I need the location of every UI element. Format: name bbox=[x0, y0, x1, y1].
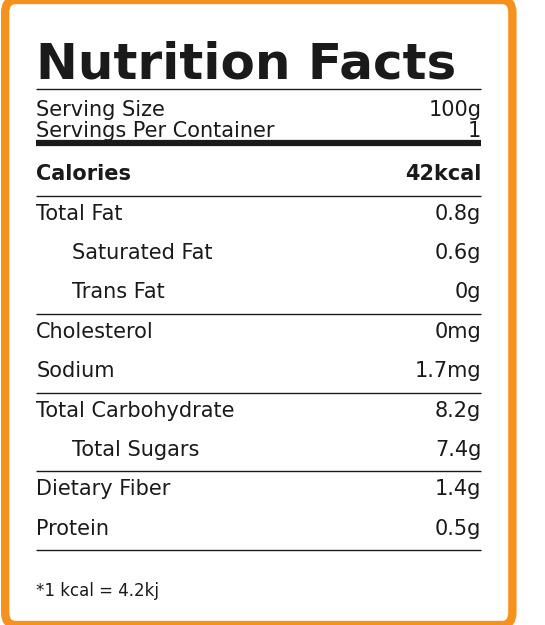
Text: 0.5g: 0.5g bbox=[435, 519, 481, 539]
Text: 0g: 0g bbox=[455, 282, 481, 302]
Text: 1.7mg: 1.7mg bbox=[415, 361, 481, 381]
Text: *1 kcal = 4.2kj: *1 kcal = 4.2kj bbox=[36, 582, 159, 601]
Text: 0.8g: 0.8g bbox=[435, 204, 481, 224]
Text: Calories: Calories bbox=[36, 164, 131, 184]
Text: Saturated Fat: Saturated Fat bbox=[72, 243, 213, 263]
Text: Cholesterol: Cholesterol bbox=[36, 322, 154, 342]
Text: Total Fat: Total Fat bbox=[36, 204, 123, 224]
Text: Nutrition Facts: Nutrition Facts bbox=[36, 41, 457, 89]
Text: Servings Per Container: Servings Per Container bbox=[36, 121, 275, 141]
Text: Trans Fat: Trans Fat bbox=[72, 282, 165, 302]
Text: 1: 1 bbox=[468, 121, 481, 141]
Text: Serving Size: Serving Size bbox=[36, 100, 165, 120]
Text: 0mg: 0mg bbox=[434, 322, 481, 342]
Text: 1.4g: 1.4g bbox=[435, 479, 481, 499]
Text: 0.6g: 0.6g bbox=[435, 243, 481, 263]
Text: 8.2g: 8.2g bbox=[435, 401, 481, 421]
Text: Sodium: Sodium bbox=[36, 361, 115, 381]
Text: Total Carbohydrate: Total Carbohydrate bbox=[36, 401, 235, 421]
FancyBboxPatch shape bbox=[5, 0, 512, 625]
Text: 42kcal: 42kcal bbox=[405, 164, 481, 184]
Text: Protein: Protein bbox=[36, 519, 109, 539]
Text: Total Sugars: Total Sugars bbox=[72, 440, 200, 460]
Text: 100g: 100g bbox=[428, 100, 481, 120]
Text: Dietary Fiber: Dietary Fiber bbox=[36, 479, 171, 499]
Text: 7.4g: 7.4g bbox=[435, 440, 481, 460]
